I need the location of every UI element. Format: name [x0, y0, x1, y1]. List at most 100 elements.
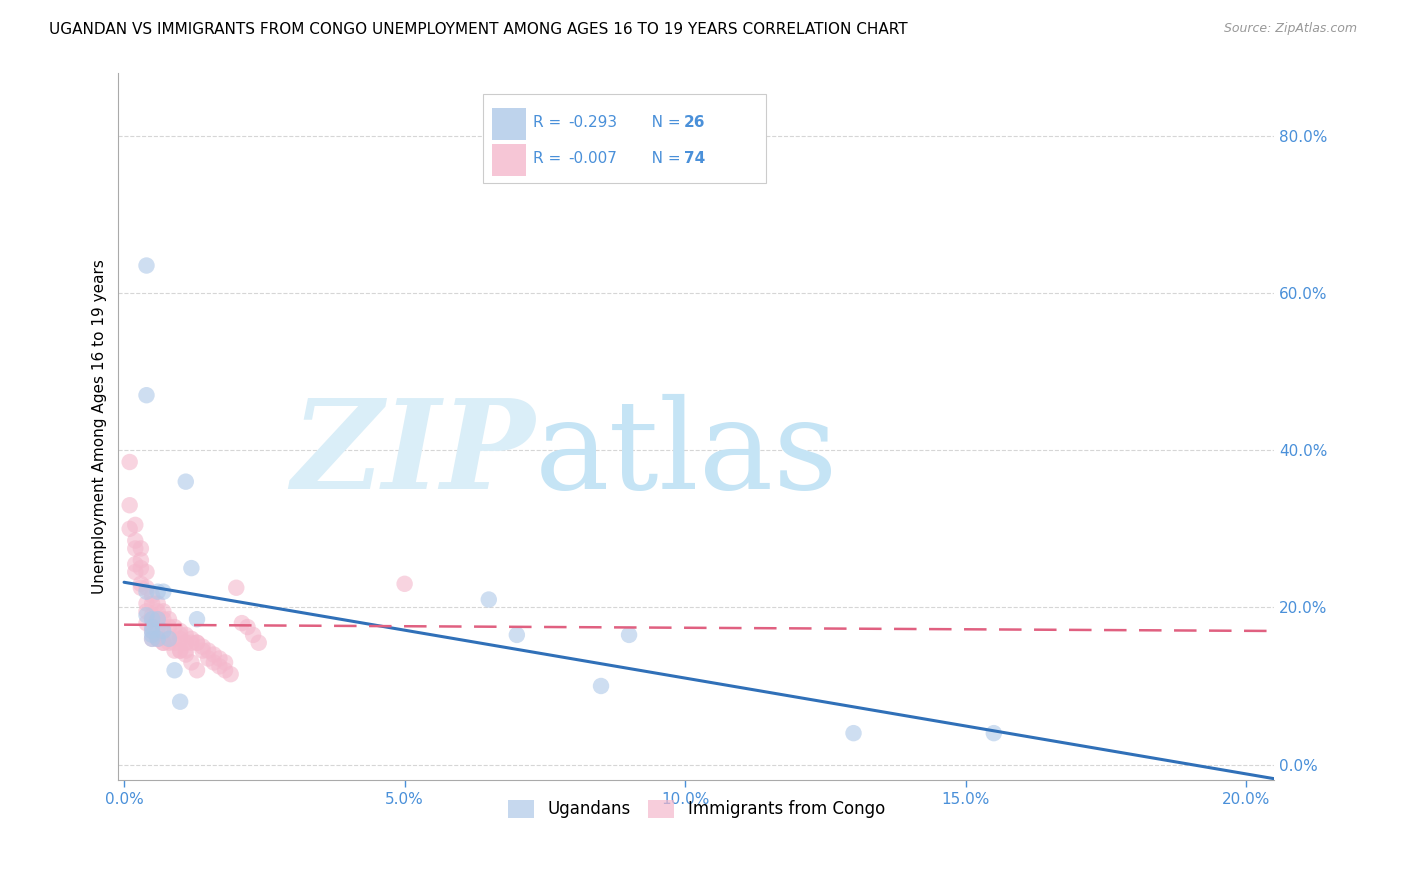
Point	[208, 659, 231, 673]
Point	[617, 628, 640, 642]
Point	[231, 616, 253, 631]
Point	[135, 581, 157, 595]
Y-axis label: Unemployment Among Ages 16 to 19 years: Unemployment Among Ages 16 to 19 years	[93, 260, 107, 594]
Text: N =: N =	[637, 151, 686, 166]
Point	[157, 620, 180, 634]
Point	[174, 636, 197, 650]
Point	[506, 628, 529, 642]
Point	[146, 584, 169, 599]
Point	[214, 656, 236, 670]
Point	[129, 581, 152, 595]
Point	[135, 604, 157, 618]
Point	[129, 541, 152, 556]
Text: atlas: atlas	[534, 394, 838, 516]
Point	[135, 388, 157, 402]
Point	[118, 522, 141, 536]
Point	[141, 612, 163, 626]
Point	[197, 651, 219, 665]
Point	[186, 636, 208, 650]
Point	[146, 632, 169, 646]
Point	[141, 624, 163, 638]
Text: ZIP: ZIP	[291, 394, 534, 516]
Point	[589, 679, 612, 693]
Point	[152, 624, 174, 638]
Point	[146, 604, 169, 618]
Point	[242, 628, 264, 642]
Point	[135, 584, 157, 599]
Point	[225, 581, 247, 595]
Point	[141, 589, 163, 603]
Point	[141, 632, 163, 646]
Point	[169, 643, 191, 657]
Point	[842, 726, 865, 740]
Point	[152, 636, 174, 650]
Point	[135, 608, 157, 623]
Point	[197, 643, 219, 657]
Point	[146, 612, 169, 626]
FancyBboxPatch shape	[492, 144, 526, 176]
Point	[146, 612, 169, 626]
FancyBboxPatch shape	[492, 108, 526, 140]
Point	[118, 455, 141, 469]
Point	[169, 628, 191, 642]
Point	[141, 608, 163, 623]
Point	[135, 565, 157, 579]
Text: -0.007: -0.007	[568, 151, 617, 166]
Point	[394, 577, 416, 591]
Point	[174, 475, 197, 489]
Point	[983, 726, 1005, 740]
Point	[146, 597, 169, 611]
Point	[186, 636, 208, 650]
Text: R =: R =	[533, 115, 567, 130]
Point	[163, 620, 186, 634]
Point	[214, 663, 236, 677]
Point	[124, 565, 146, 579]
Point	[163, 663, 186, 677]
Point	[157, 632, 180, 646]
Point	[124, 557, 146, 571]
Point	[124, 533, 146, 548]
Point	[141, 624, 163, 638]
Point	[191, 640, 214, 654]
Point	[247, 636, 270, 650]
Point	[157, 612, 180, 626]
Point	[191, 643, 214, 657]
Text: 26: 26	[683, 115, 706, 130]
Point	[180, 561, 202, 575]
Point	[169, 624, 191, 638]
Point	[174, 643, 197, 657]
Text: Source: ZipAtlas.com: Source: ZipAtlas.com	[1223, 22, 1357, 36]
Point	[141, 628, 163, 642]
Text: UGANDAN VS IMMIGRANTS FROM CONGO UNEMPLOYMENT AMONG AGES 16 TO 19 YEARS CORRELAT: UGANDAN VS IMMIGRANTS FROM CONGO UNEMPLO…	[49, 22, 908, 37]
Point	[163, 643, 186, 657]
Point	[135, 597, 157, 611]
Point	[478, 592, 501, 607]
Point	[180, 636, 202, 650]
Point	[202, 656, 225, 670]
Point	[141, 612, 163, 626]
Point	[146, 632, 169, 646]
Point	[180, 632, 202, 646]
Point	[129, 577, 152, 591]
FancyBboxPatch shape	[482, 95, 766, 183]
Point	[174, 628, 197, 642]
Legend: Ugandans, Immigrants from Congo: Ugandans, Immigrants from Congo	[501, 793, 891, 825]
Text: R =: R =	[533, 151, 567, 166]
Point	[174, 648, 197, 662]
Point	[157, 632, 180, 646]
Text: -0.293: -0.293	[568, 115, 617, 130]
Point	[141, 632, 163, 646]
Point	[152, 612, 174, 626]
Point	[152, 636, 174, 650]
Point	[146, 632, 169, 646]
Point	[146, 620, 169, 634]
Point	[186, 612, 208, 626]
Point	[135, 616, 157, 631]
Point	[157, 636, 180, 650]
Point	[124, 517, 146, 532]
Point	[129, 553, 152, 567]
Point	[169, 695, 191, 709]
Point	[152, 620, 174, 634]
Point	[152, 584, 174, 599]
Point	[169, 632, 191, 646]
